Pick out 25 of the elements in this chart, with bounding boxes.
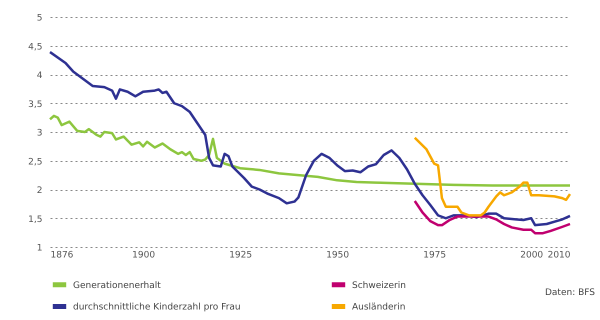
text: Daten: BFS: [544, 288, 596, 298]
line-series: [414, 136, 572, 217]
y-tick-label: 2,5: [28, 157, 42, 168]
y-tick-label: 5: [36, 14, 42, 24]
y-tick-label: 1: [36, 244, 42, 254]
legend-label: Schweizerin: [352, 280, 406, 291]
y-tick-label: 1,5: [28, 214, 42, 225]
x-tick-label: 1900: [132, 250, 156, 260]
line-series: [48, 114, 572, 187]
legend-label: durchschnittliche Kinderzahl pro Frau: [73, 302, 241, 312]
x-tick-label: 1950: [326, 250, 350, 260]
x-tick-label: 1876: [50, 250, 74, 260]
legend-label: Ausländerin: [352, 302, 406, 312]
y-tick-label: 3,5: [28, 100, 42, 110]
x-tick-label: 2000: [520, 250, 544, 260]
x-tick-label: 1925: [229, 250, 252, 260]
y-tick-label: 3: [36, 128, 42, 138]
x-tick-label: 1975: [423, 250, 446, 260]
line-series: [414, 200, 572, 234]
y-tick-label: 4,5: [28, 42, 42, 52]
y-tick-label: 4: [36, 71, 43, 81]
legend-label: Generationenerhalt: [73, 280, 162, 291]
y-tick-label: 2: [36, 186, 42, 196]
line-series: [48, 50, 572, 226]
x-tick-label: 2010: [548, 250, 571, 260]
